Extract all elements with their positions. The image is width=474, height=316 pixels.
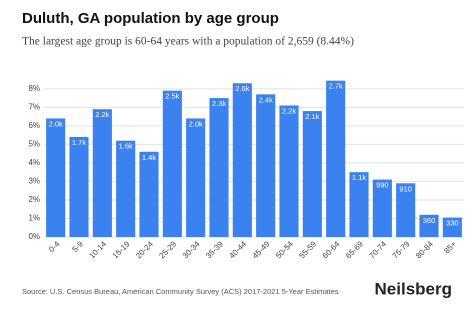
bar-label: 2.4k: [259, 95, 273, 104]
x-tick-label: 50-54: [274, 239, 295, 260]
x-tick-label: 75-79: [391, 239, 412, 260]
x-tick-label: 20-24: [134, 239, 155, 260]
bar-label: 2.0k: [49, 119, 63, 128]
x-tick-label: 25-29: [157, 239, 178, 260]
bar-label: 2.1k: [305, 112, 319, 121]
x-tick-label: 5-9: [70, 239, 85, 254]
bar: [419, 214, 439, 237]
bar: [256, 94, 276, 237]
y-tick-label: 0%: [28, 232, 40, 241]
x-tick-label: 60-64: [321, 239, 342, 260]
bar-label: 2.2k: [95, 110, 109, 119]
bar-label: 2.2k: [282, 106, 296, 115]
bar-label: 2.7k: [329, 82, 343, 91]
bar: [372, 179, 392, 237]
bar-label: 2.3k: [212, 99, 226, 108]
bar-label: 2.5k: [165, 92, 179, 101]
bar: [116, 140, 136, 237]
bar: [46, 118, 66, 237]
bar-label: 2.0k: [189, 119, 203, 128]
y-tick-label: 7%: [28, 102, 40, 111]
bar: [209, 98, 229, 237]
brand-logo: Neilsberg: [375, 279, 452, 298]
bar-label: 1.1k: [352, 173, 366, 182]
bar: [326, 80, 346, 237]
x-tick-label: 40-44: [227, 239, 248, 260]
chart-title: Duluth, GA population by age group: [22, 10, 279, 27]
bar-label: 1.6k: [119, 142, 133, 151]
y-tick-label: 3%: [28, 177, 40, 186]
bar-label: 1.7k: [72, 138, 86, 147]
bar: [69, 136, 89, 237]
x-tick-label: 80-84: [414, 239, 435, 260]
x-tick-label: 70-74: [367, 239, 388, 260]
bar: [442, 217, 462, 237]
x-tick-label: 85+: [442, 239, 458, 255]
chart-subtitle: The largest age group is 60-64 years wit…: [22, 36, 354, 48]
bar-label: 330: [446, 219, 459, 228]
bar-label: 2.6k: [235, 84, 249, 93]
bar: [279, 105, 299, 237]
bar: [139, 151, 159, 237]
y-tick-label: 5%: [28, 139, 40, 148]
bar-label: 360: [423, 216, 436, 225]
bar: [186, 118, 206, 237]
x-tick-label: 45-49: [251, 239, 272, 260]
x-tick-label: 55-59: [297, 239, 318, 260]
bar: [92, 109, 112, 237]
bar: [349, 172, 369, 237]
y-tick-label: 2%: [28, 195, 40, 204]
source-note: Source: U.S. Census Bureau, American Com…: [22, 287, 339, 296]
y-tick-label: 1%: [28, 214, 40, 223]
y-tick-label: 6%: [28, 121, 40, 130]
bar: [396, 183, 416, 237]
y-tick-label: 4%: [28, 158, 40, 167]
x-tick-label: 10-14: [87, 239, 108, 260]
x-tick-label: 65-69: [344, 239, 365, 260]
bar-label: 1.4k: [142, 153, 156, 162]
bar: [302, 111, 322, 237]
bar: [232, 83, 252, 238]
bar: [162, 90, 182, 237]
y-tick-label: 8%: [28, 84, 40, 93]
x-tick-label: 35-39: [204, 239, 225, 260]
x-tick-label: 30-34: [181, 239, 202, 260]
x-tick-label: 15-19: [111, 239, 132, 260]
bar-label: 990: [376, 181, 389, 190]
x-tick-label: 0-4: [47, 239, 62, 254]
bar-label: 910: [399, 184, 412, 193]
